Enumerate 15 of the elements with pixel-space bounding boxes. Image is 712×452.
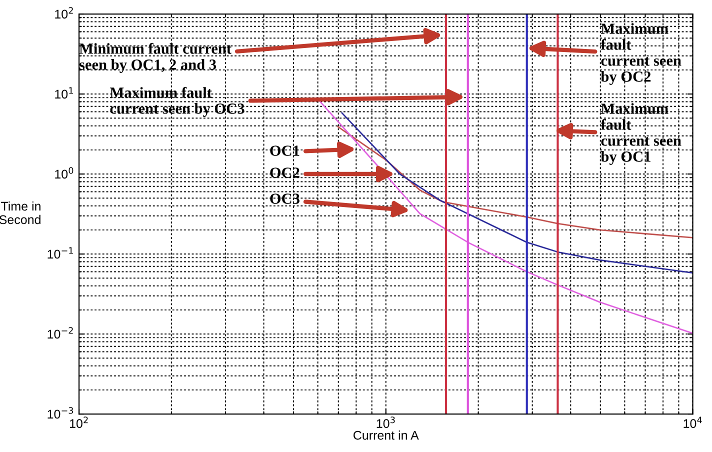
x-tick-label: 10$^{2}$ <box>70 416 88 428</box>
y-tick-label: 10$^{−2}$ <box>48 327 73 339</box>
x-axis-title: Current in A <box>354 430 419 440</box>
annotation: OC3 <box>270 194 300 204</box>
annotation: Maximum fault current seen by OC2 <box>600 23 682 85</box>
y-tick-label: 10$^{−3}$ <box>48 407 74 419</box>
annotation: OC1 <box>270 146 300 156</box>
y-tick-label: 10$^{2}$ <box>55 7 73 19</box>
y-tick-label: 10$^{−1}$ <box>48 247 73 259</box>
x-tick-label: 10$^{3}$ <box>376 416 395 428</box>
annotation: Maximum fault current seen by OC1 <box>600 103 682 165</box>
x-tick-label: 10$^{4}$ <box>684 416 702 428</box>
y-tick-label: 10$^{1}$ <box>55 87 73 99</box>
annotation: Minimum fault current seen by OC1, 2 and 3 <box>79 42 232 73</box>
y-tick-label: 10$^{0}$ <box>55 167 74 179</box>
